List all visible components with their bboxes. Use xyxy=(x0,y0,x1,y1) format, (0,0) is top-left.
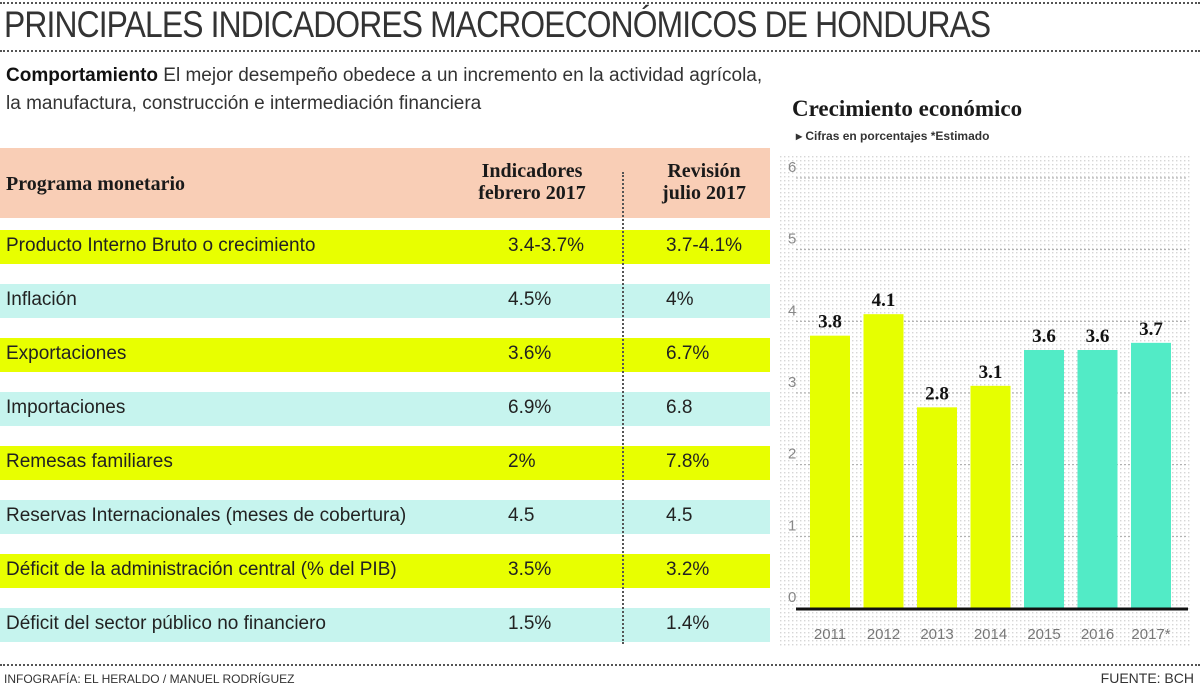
credit: INFOGRAFÍA: EL HERALDO / MANUEL RODRÍGUE… xyxy=(4,672,295,686)
bar-2013 xyxy=(917,407,957,608)
intro-body: El mejor desempeño obedece a un incremen… xyxy=(6,65,763,114)
y-tick-label: 1 xyxy=(788,517,796,534)
row-jul-value: 3.2% xyxy=(666,559,710,580)
row-feb-value: 4.5 xyxy=(508,505,535,526)
row-jul-value: 7.8% xyxy=(666,451,710,472)
row-feb-value: 3.6% xyxy=(508,343,552,364)
row-feb-value: 2% xyxy=(508,451,536,472)
y-tick-label: 5 xyxy=(788,231,796,248)
bar-2016 xyxy=(1077,350,1118,608)
data-label: 4.1 xyxy=(872,290,896,311)
header-feb: Indicadores febrero 2017 xyxy=(478,160,586,204)
x-tick-label: 2017* xyxy=(1131,626,1170,643)
x-tick-label: 2015 xyxy=(1027,626,1060,643)
data-label: 3.1 xyxy=(979,362,1003,383)
row-jul-value: 6.8 xyxy=(666,397,693,418)
table-row: Inflación 4.5% 4% xyxy=(0,284,770,318)
table-header: Programa monetario Indicadores febrero 2… xyxy=(0,148,770,218)
top-rule xyxy=(0,2,1200,4)
bar-2015 xyxy=(1024,350,1064,608)
intro-lead: Comportamiento xyxy=(6,65,158,86)
table-row: Remesas familiares 2% 7.8% xyxy=(0,446,770,480)
bar-2011 xyxy=(810,335,850,608)
data-label: 3.7 xyxy=(1139,319,1163,340)
row-label: Inflación xyxy=(6,289,77,310)
row-label: Importaciones xyxy=(6,397,126,418)
data-label: 3.6 xyxy=(1086,326,1110,347)
row-feb-value: 3.5% xyxy=(508,559,552,580)
title-rule xyxy=(0,50,1200,52)
y-tick-label: 0 xyxy=(788,589,796,606)
row-label: Déficit del sector público no financiero xyxy=(6,613,327,634)
y-tick-label: 3 xyxy=(788,374,796,391)
table-row: Importaciones 6.9% 6.8 xyxy=(0,392,770,426)
row-feb-value: 3.4-3.7% xyxy=(508,235,585,256)
x-tick-label: 2011 xyxy=(814,626,846,643)
x-tick-label: 2014 xyxy=(974,626,1007,643)
chart-subtitle: ▸ Cifras en porcentajes *Estimado xyxy=(796,129,990,143)
table-row: Exportaciones 3.6% 6.7% xyxy=(0,338,770,372)
chart-title: Crecimiento económico xyxy=(792,96,1023,121)
intro-text: Comportamiento El mejor desempeño obedec… xyxy=(6,62,766,118)
bar-2012 xyxy=(863,314,904,608)
bottom-rule xyxy=(0,664,1200,666)
x-tick-label: 2012 xyxy=(867,626,900,643)
table-row: Reservas Internacionales (meses de cober… xyxy=(0,500,770,534)
row-jul-value: 4% xyxy=(666,289,694,310)
row-feb-value: 6.9% xyxy=(508,397,552,418)
page-title: PRINCIPALES INDICADORES MACROECONÓMICOS … xyxy=(4,4,991,45)
table-row: Déficit de la administración central (% … xyxy=(0,554,770,588)
row-label: Exportaciones xyxy=(6,343,127,364)
x-tick-label: 2013 xyxy=(920,626,953,643)
column-divider xyxy=(622,172,624,644)
y-tick-label: 6 xyxy=(788,159,796,176)
x-tick-label: 2016 xyxy=(1081,626,1114,643)
row-label: Déficit de la administración central (% … xyxy=(6,559,397,580)
y-tick-label: 2 xyxy=(788,446,796,463)
header-program: Programa monetario xyxy=(6,173,186,195)
y-tick-label: 4 xyxy=(788,302,796,319)
bar-2014 xyxy=(970,385,1011,608)
bar-2017* xyxy=(1131,342,1171,608)
row-jul-value: 6.7% xyxy=(666,343,710,364)
row-jul-value: 3.7-4.1% xyxy=(666,235,743,256)
row-jul-value: 4.5 xyxy=(666,505,693,526)
row-label: Producto Interno Bruto o crecimiento xyxy=(6,235,316,256)
data-label: 2.8 xyxy=(925,383,949,404)
data-label: 3.8 xyxy=(818,312,842,333)
data-label: 3.6 xyxy=(1032,326,1056,347)
table-row: Déficit del sector público no financiero… xyxy=(0,608,770,642)
row-feb-value: 1.5% xyxy=(508,613,552,634)
row-label: Remesas familiares xyxy=(6,451,173,472)
bar-chart: 0 1 2 3 4 5 6 3.8 2011 4.1 2012 2.8 2013 3.1 2014 3.6 20… xyxy=(778,154,1192,648)
table-row: Producto Interno Bruto o crecimiento 3.4-… xyxy=(0,230,770,264)
row-feb-value: 4.5% xyxy=(508,289,552,310)
header-jul: Revisión julio 2017 xyxy=(662,160,746,204)
row-label: Reservas Internacionales (meses de cober… xyxy=(6,505,407,526)
row-jul-value: 1.4% xyxy=(666,613,710,634)
source: FUENTE: BCH xyxy=(1100,670,1194,686)
